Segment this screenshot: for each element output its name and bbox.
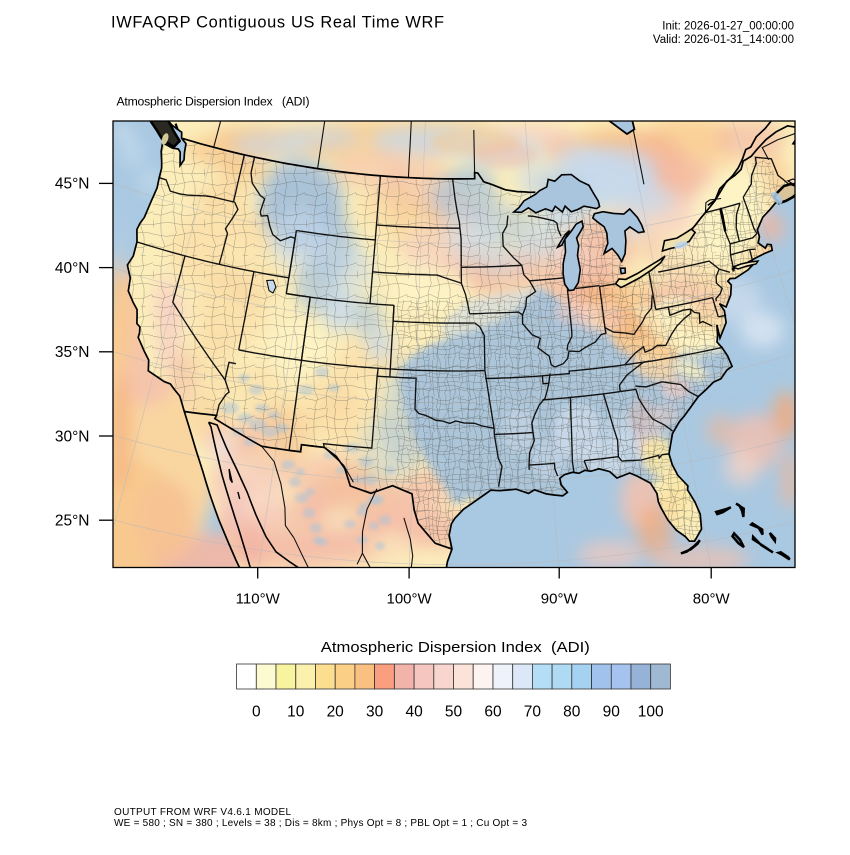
svg-text:50: 50 [445, 704, 463, 721]
svg-text:20: 20 [327, 704, 345, 721]
svg-text:80°W: 80°W [693, 591, 731, 608]
svg-text:90°W: 90°W [541, 591, 579, 608]
svg-text:OUTPUT FROM WRF V4.6.1 MODEL: OUTPUT FROM WRF V4.6.1 MODEL [114, 807, 291, 818]
svg-text:90: 90 [603, 704, 621, 721]
svg-text:70: 70 [524, 704, 542, 721]
svg-text:25°N: 25°N [55, 513, 90, 530]
svg-text:0: 0 [252, 704, 261, 721]
svg-text:100: 100 [638, 704, 664, 721]
svg-text:100°W: 100°W [387, 591, 433, 608]
svg-text:45°N: 45°N [55, 176, 90, 193]
svg-text:Atmospheric Dispersion Index: Atmospheric Dispersion Index (ADI) [321, 640, 590, 656]
svg-text:80: 80 [563, 704, 581, 721]
svg-text:60: 60 [484, 704, 502, 721]
svg-text:Atmospheric Dispersion Index: Atmospheric Dispersion Index (ADI) [117, 95, 310, 109]
svg-text:WE = 580 ; SN = 380 ; Levels =: WE = 580 ; SN = 380 ; Levels = 38 ; Dis … [114, 818, 527, 829]
svg-text:35°N: 35°N [55, 344, 90, 361]
svg-text:110°W: 110°W [236, 591, 281, 608]
svg-text:40: 40 [405, 704, 423, 721]
svg-text:30: 30 [366, 704, 384, 721]
svg-text:IWFAQRP Contiguous US Real Tim: IWFAQRP Contiguous US Real Time WRF [111, 14, 444, 32]
svg-text:40°N: 40°N [55, 260, 90, 277]
svg-text:30°N: 30°N [55, 428, 90, 445]
svg-text:Init: 2026-01-27_00:00:00: Init: 2026-01-27_00:00:00 [662, 21, 794, 33]
svg-text:Valid: 2026-01-31_14:00:00: Valid: 2026-01-31_14:00:00 [653, 34, 794, 46]
svg-text:10: 10 [287, 704, 305, 721]
